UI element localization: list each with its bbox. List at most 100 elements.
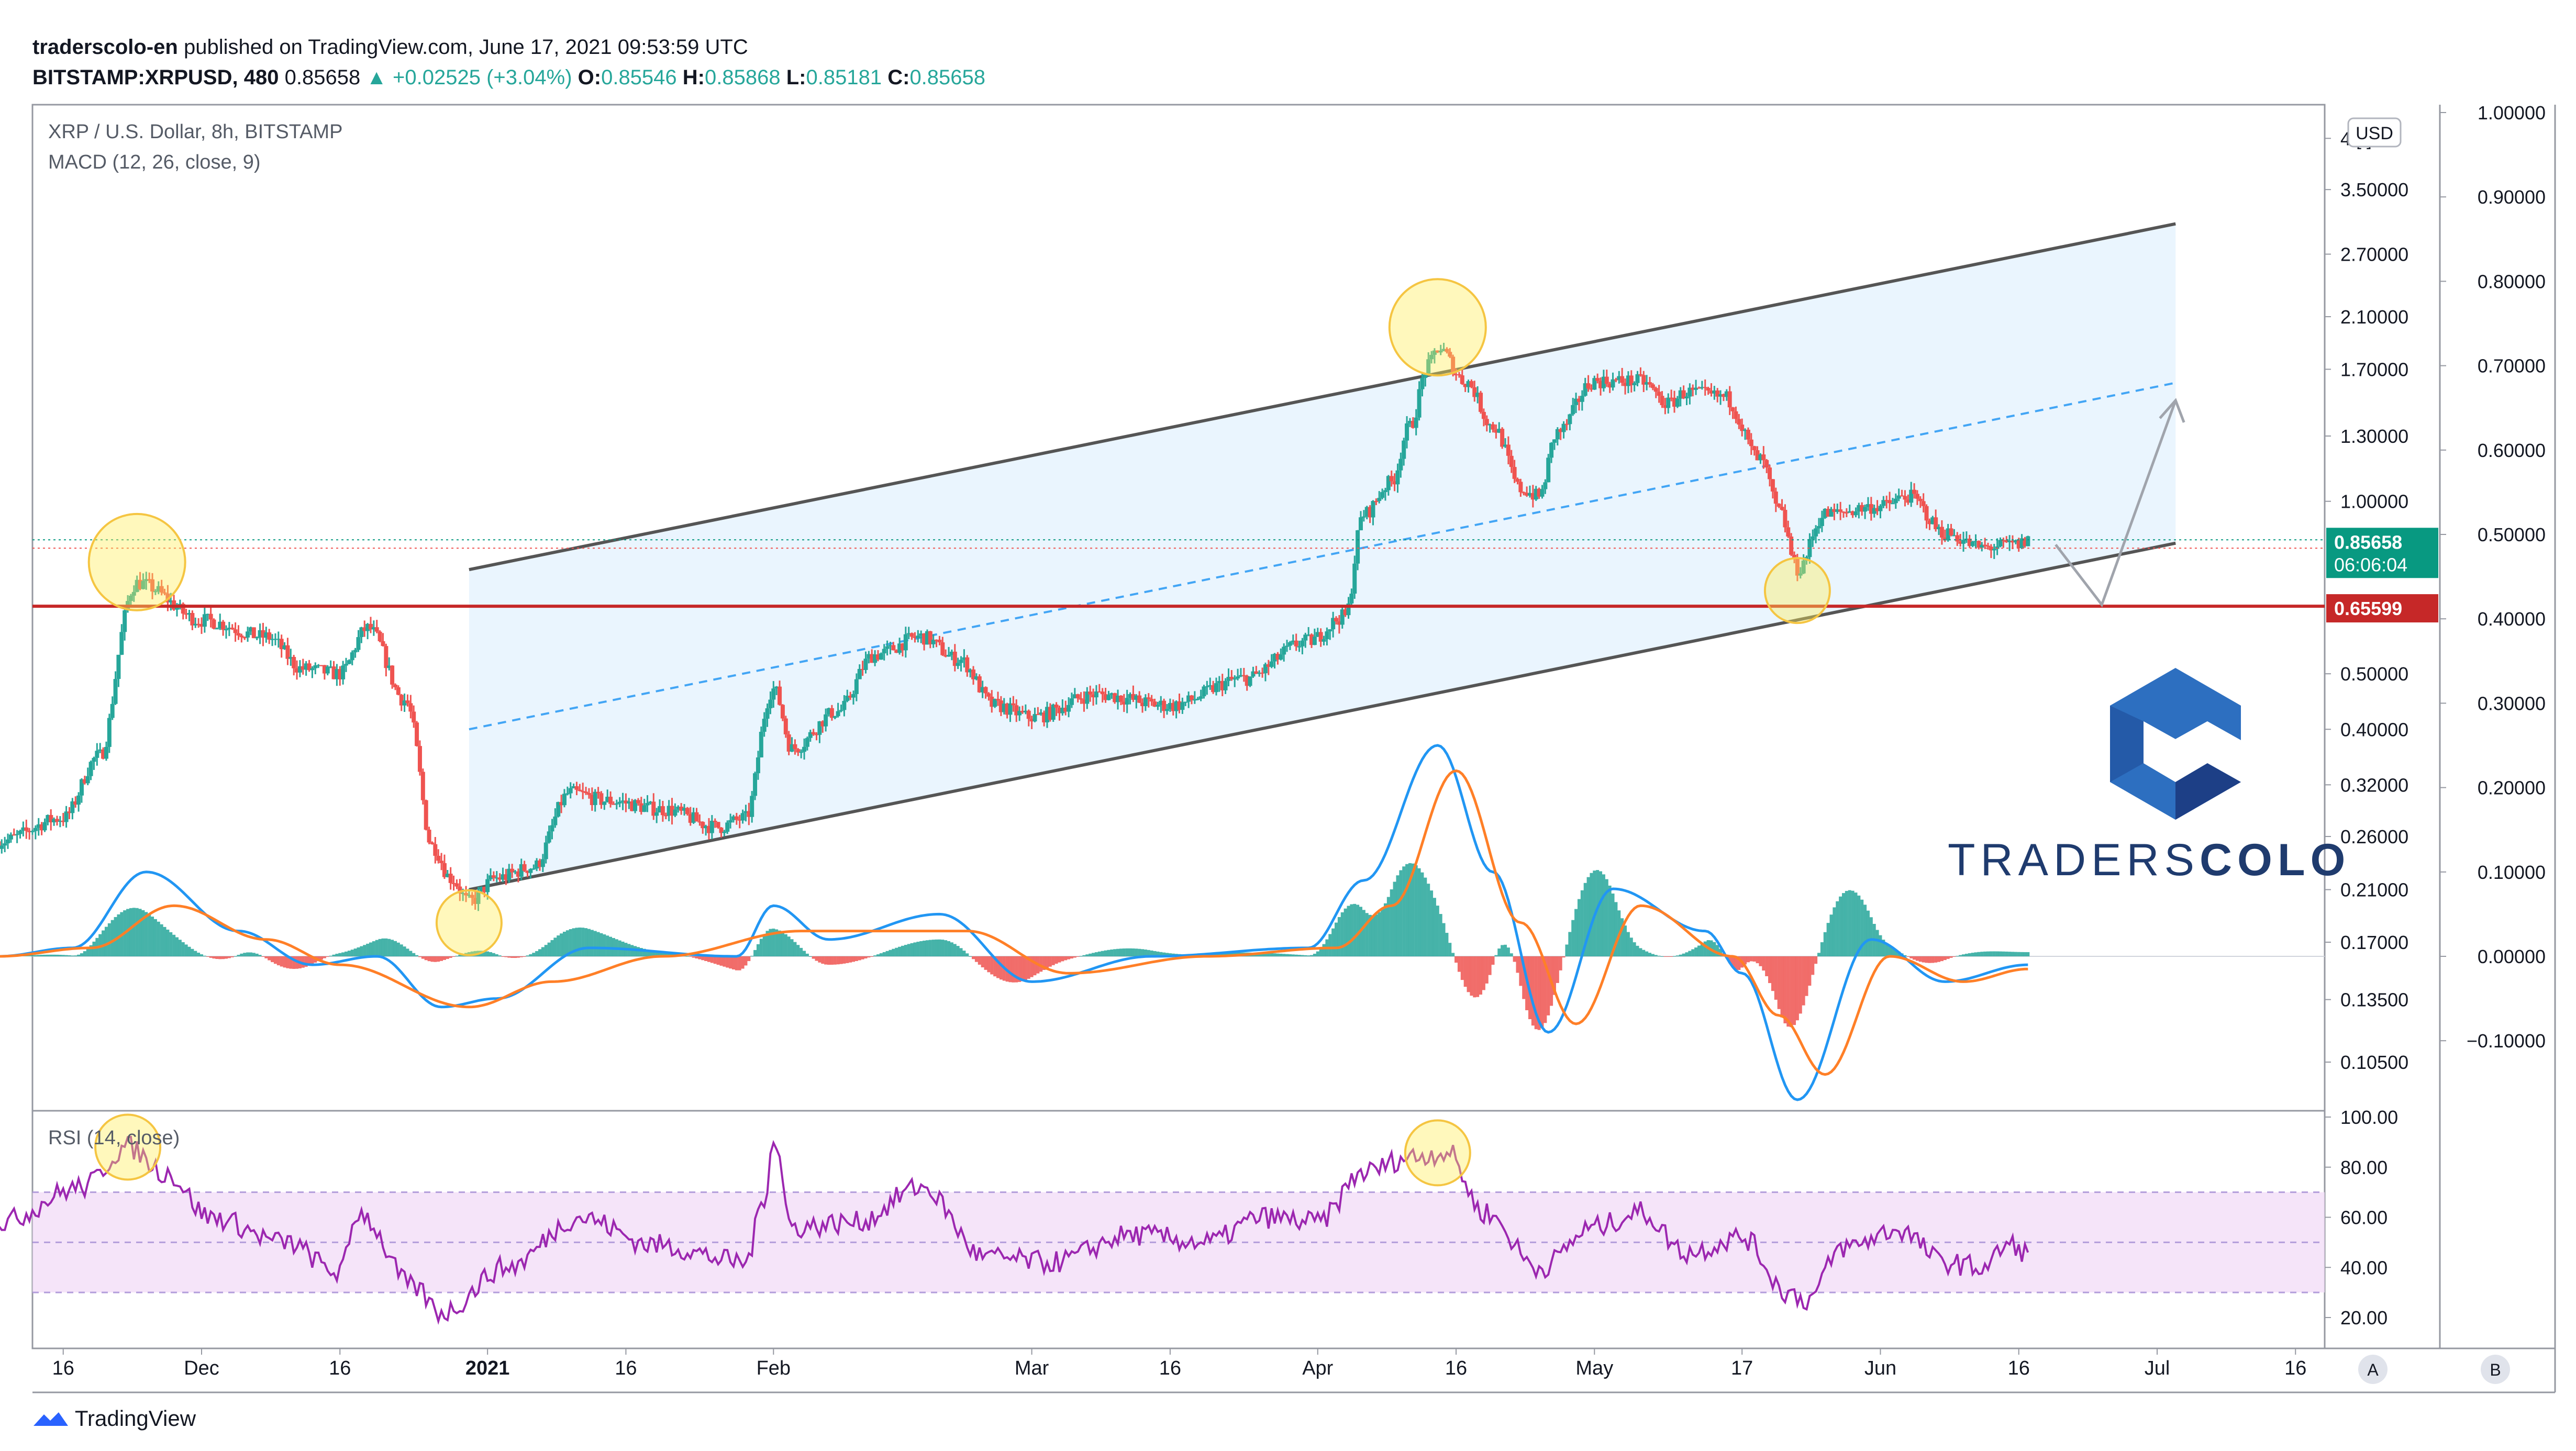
candle-body xyxy=(633,800,638,811)
macd-histogram-bar xyxy=(424,956,428,961)
channel-upper-line[interactable] xyxy=(469,222,2176,572)
macd-histogram-bar xyxy=(1092,953,1095,956)
candle-body xyxy=(70,801,75,813)
publisher-name[interactable]: traderscolo-en xyxy=(32,36,178,59)
candle xyxy=(1518,478,1523,497)
channel-midline[interactable] xyxy=(469,382,2176,731)
candle xyxy=(1964,531,1969,543)
candle xyxy=(254,636,259,641)
macd-tick-label: 0.70000 xyxy=(2478,355,2546,377)
time-axis[interactable]: 16 Dec 16 2021 16 Feb Mar 16 Apr 16 May 17 Jun 16 Jul 1… xyxy=(52,1348,2307,1379)
macd-histogram-bar xyxy=(1992,951,1996,956)
macd-histogram-bar xyxy=(1073,956,1076,958)
macd-histogram-bar xyxy=(1402,866,1406,956)
candle xyxy=(586,788,591,799)
candle-body xyxy=(430,842,435,844)
macd-histogram-bar xyxy=(1094,952,1098,956)
macd-histogram-bar xyxy=(606,935,609,956)
candle-body xyxy=(1414,417,1418,428)
macd-histogram-bar xyxy=(430,956,434,962)
macd-histogram-bar xyxy=(805,953,809,956)
candle xyxy=(1448,348,1452,359)
time-tick-label: Apr xyxy=(1302,1357,1333,1379)
highlight-circles xyxy=(87,278,1831,1187)
candle xyxy=(1789,533,1794,556)
projection-line[interactable] xyxy=(2055,400,2177,608)
candle-body xyxy=(2007,540,2012,542)
candle-body xyxy=(663,815,668,817)
projection-path[interactable] xyxy=(2055,398,2185,608)
macd-histogram-bar xyxy=(1386,897,1390,956)
macd-histogram-bar xyxy=(1713,942,1716,956)
candle xyxy=(943,649,948,657)
candle xyxy=(1466,380,1471,393)
candle xyxy=(827,707,831,717)
candle-body xyxy=(1297,646,1302,648)
macd-histogram-bar xyxy=(965,953,969,956)
candle-body xyxy=(390,665,395,685)
candle xyxy=(494,871,499,883)
candle xyxy=(1497,422,1502,433)
macd-histogram-bar xyxy=(320,956,324,960)
candle xyxy=(673,803,678,817)
currency-badge[interactable] xyxy=(2347,117,2402,148)
projection-arrowhead[interactable] xyxy=(2159,398,2185,423)
candle xyxy=(1983,538,1987,549)
candle xyxy=(1977,540,1981,550)
macd-histogram-bar xyxy=(138,909,142,956)
scale-b-button[interactable] xyxy=(2481,1355,2510,1384)
candle-body xyxy=(254,637,259,639)
macd-histogram-bar xyxy=(1522,956,1526,999)
candle xyxy=(92,756,96,770)
macd-axis[interactable]: 1.000000.900000.800000.700000.600000.500… xyxy=(2440,102,2546,1052)
tradingview-brand[interactable]: TradingView xyxy=(32,1406,196,1431)
candle-body xyxy=(1568,414,1572,425)
macd-histogram-bar xyxy=(1860,899,1864,956)
channel-lower-line[interactable] xyxy=(469,541,2176,891)
candle-body xyxy=(1032,714,1037,722)
macd-histogram-bar xyxy=(292,956,296,969)
candle-body xyxy=(1641,375,1646,385)
candle xyxy=(1776,503,1781,508)
candle-body xyxy=(1527,493,1532,496)
macd-histogram-bar xyxy=(685,956,689,957)
candle-body xyxy=(1712,390,1717,394)
candle xyxy=(316,664,321,668)
candle-body xyxy=(645,803,650,806)
macd-histogram-bar xyxy=(1383,903,1387,956)
macd-histogram-bar xyxy=(1611,894,1615,956)
candle xyxy=(1146,693,1151,708)
candle xyxy=(230,624,235,630)
macd-histogram-bar xyxy=(938,939,941,956)
macd-histogram-bar xyxy=(215,956,219,959)
macd-histogram-bar xyxy=(1436,906,1439,956)
price-axis[interactable]: 4.[ ]3.500002.700002.100001.700001.30000… xyxy=(2325,128,2438,1073)
candle-body xyxy=(897,643,902,653)
candle-body xyxy=(1970,541,1975,546)
candle xyxy=(565,786,570,796)
candle xyxy=(1318,628,1323,647)
candle-body xyxy=(1672,397,1676,407)
macd-histogram-bar xyxy=(104,927,108,956)
macd-histogram-bar xyxy=(664,952,668,956)
support-line[interactable] xyxy=(32,539,2325,608)
candle-body xyxy=(2023,538,2027,546)
macd-histogram-bar xyxy=(1470,956,1473,996)
candle-body xyxy=(1429,354,1434,360)
macd-histogram-bar xyxy=(526,955,529,956)
candle-body xyxy=(513,871,518,873)
candle-body xyxy=(1727,391,1732,408)
candle-body xyxy=(1700,387,1704,388)
candle xyxy=(390,665,395,689)
scale-a-button[interactable] xyxy=(2358,1355,2388,1384)
candle xyxy=(1238,668,1243,677)
candle-body xyxy=(1887,500,1892,504)
ascending-channel[interactable] xyxy=(469,222,2176,891)
candle-body xyxy=(1949,528,1953,535)
candle-body xyxy=(1143,697,1148,707)
candle xyxy=(1285,640,1290,652)
candle-body xyxy=(1986,545,1991,547)
macd-histogram-bar xyxy=(1691,949,1695,956)
